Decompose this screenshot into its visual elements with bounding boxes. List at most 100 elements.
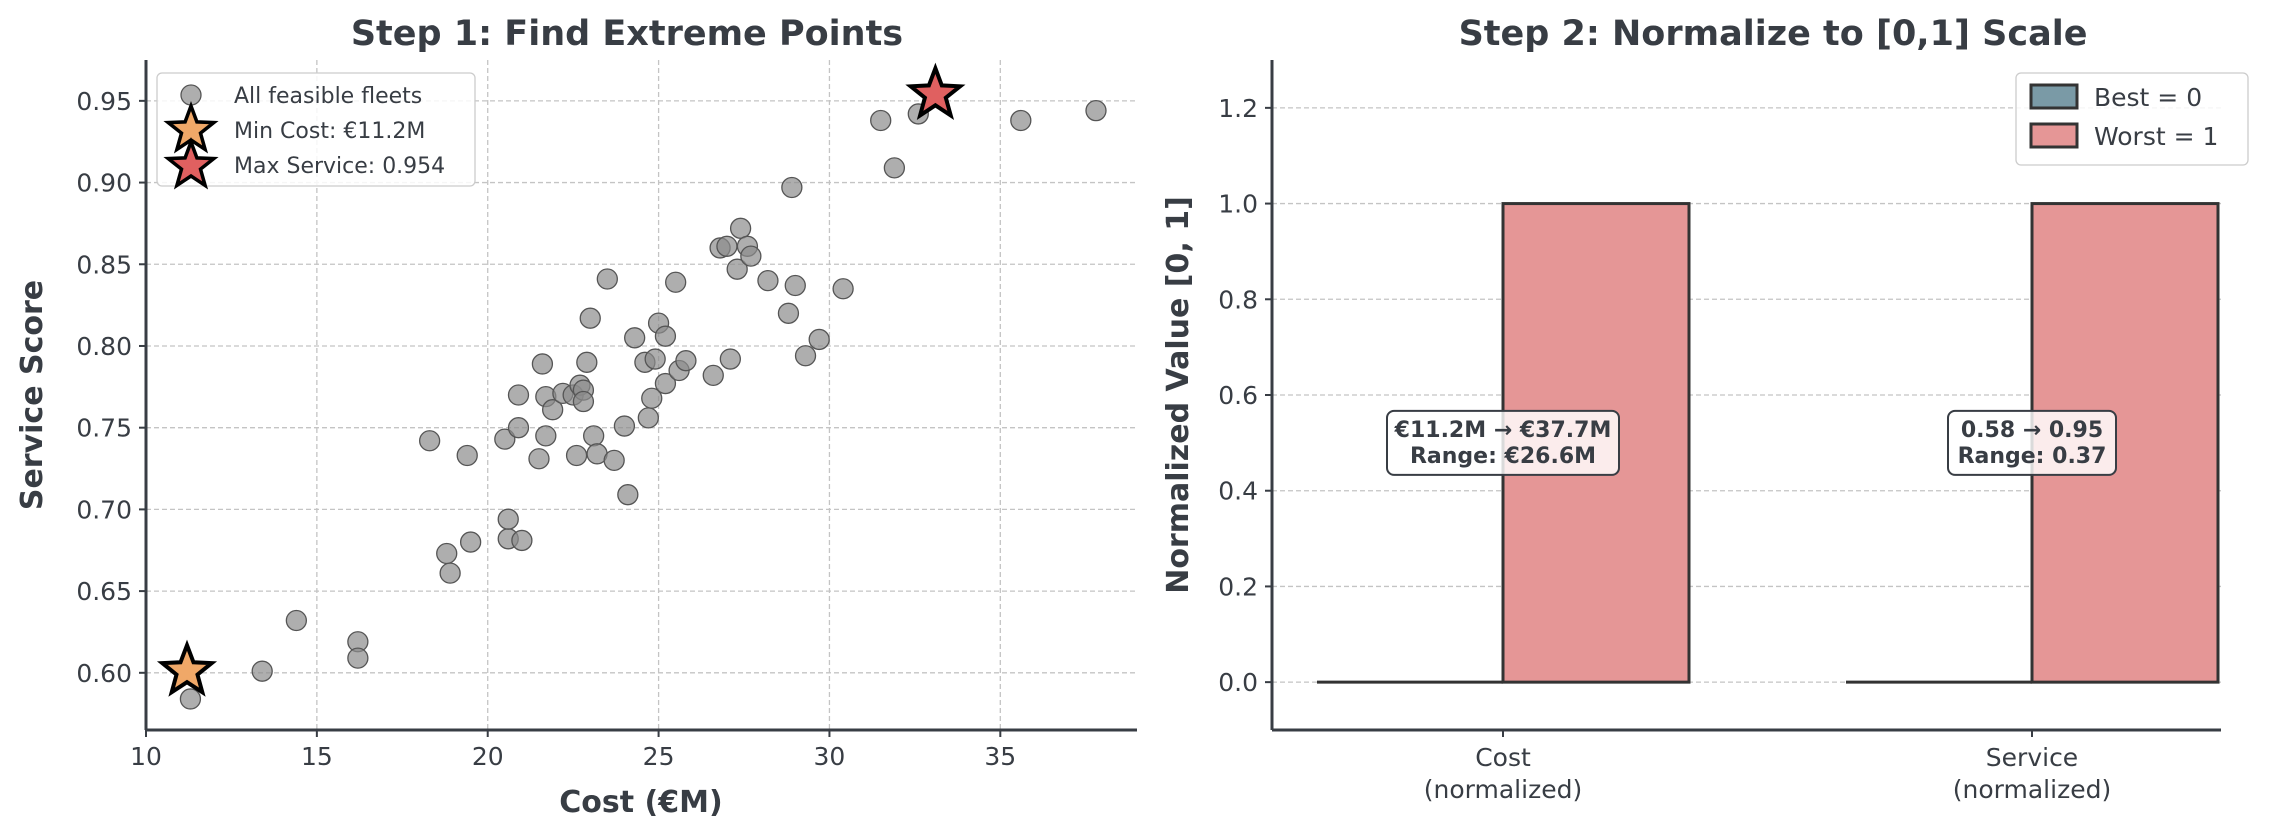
scatter-y-tick-label: 0.95 xyxy=(76,87,132,116)
scatter-point xyxy=(439,562,461,584)
legend-label-feasible: All feasible fleets xyxy=(234,84,422,109)
scatter-point xyxy=(565,444,588,467)
scatter-point xyxy=(675,350,697,372)
scatter-point xyxy=(729,217,752,239)
scatter-point xyxy=(542,399,564,421)
legend-label-best: Best = 0 xyxy=(2094,83,2202,112)
annotation-text: Range: 0.37 xyxy=(1958,444,2107,469)
bar-y-tick-label: 0.8 xyxy=(1218,285,1258,314)
scatter-y-tick-label: 0.80 xyxy=(76,332,132,361)
scatter-x-tick-label: 15 xyxy=(301,742,333,771)
scatter-point xyxy=(507,384,530,406)
scatter-x-tick-label: 10 xyxy=(130,742,162,771)
scatter-grid xyxy=(145,60,1137,730)
scatter-x-tick-label: 30 xyxy=(814,742,846,771)
bar-x-tick-label: Service (normalized) xyxy=(1953,743,2111,804)
scatter-point xyxy=(794,345,817,367)
bar-y-tick-label: 0.2 xyxy=(1218,572,1258,601)
scatter-point xyxy=(781,176,803,199)
annotation-text: 0.58 → 0.95 xyxy=(1961,418,2103,443)
scatter-y-label: Service Score xyxy=(15,280,50,510)
bar-x-tick-label: Cost (normalized) xyxy=(1424,743,1582,804)
bar-y-tick-label: 0.0 xyxy=(1218,668,1258,697)
scatter-point xyxy=(1010,109,1032,132)
scatter-points xyxy=(179,100,1107,710)
scatter-point xyxy=(528,448,550,470)
scatter-y-tick-label: 0.75 xyxy=(76,414,132,443)
scatter-point xyxy=(654,372,677,395)
scatter-x-tick-label: 25 xyxy=(643,742,675,771)
annotation-box xyxy=(1386,409,1620,476)
scatter-y-tick-label: 0.65 xyxy=(76,577,132,606)
scatter-x-tick-label: 35 xyxy=(984,742,1016,771)
scatter-point xyxy=(716,235,738,257)
scatter-point xyxy=(576,351,598,373)
scatter-point xyxy=(494,428,516,450)
scatter-point xyxy=(285,609,308,632)
scatter-point xyxy=(596,268,618,290)
min-cost-star-icon xyxy=(156,639,218,697)
legend-label-min-cost: Min Cost: €11.2M xyxy=(234,119,425,144)
legend-swatch-worst xyxy=(2029,122,2079,149)
annotation-box xyxy=(1947,409,2117,476)
scatter-point xyxy=(436,542,458,565)
scatter-point xyxy=(613,415,636,437)
legend-star-icon xyxy=(163,136,219,190)
bar-y-label: Normalized Value [0, 1] xyxy=(1161,196,1196,594)
scatter-point xyxy=(617,484,639,506)
bar-title: Step 2: Normalize to [0,1] Scale xyxy=(1459,14,2088,54)
bar-y-tick-label: 0.6 xyxy=(1218,381,1258,410)
scatter-point xyxy=(777,302,800,324)
legend-swatch-best xyxy=(2029,83,2079,110)
scatter-point xyxy=(456,444,478,467)
scatter-y-tick-label: 0.90 xyxy=(76,169,132,198)
scatter-point xyxy=(740,245,762,267)
bar-y-ticks: 0.0 0.2 0.4 0.6 0.8 1.0 1.2 xyxy=(1218,94,1272,697)
scatter-point xyxy=(459,531,482,553)
scatter-point xyxy=(1085,100,1107,122)
bar-y-tick-label: 1.0 xyxy=(1218,190,1258,219)
scatter-point xyxy=(665,271,687,293)
scatter-point xyxy=(624,327,646,349)
scatter-point xyxy=(579,307,601,329)
scatter-point xyxy=(347,647,369,669)
bar-chart: Step 2: Normalize to [0,1] Scale 0.0 0.2 0… xyxy=(1161,14,2249,804)
scatter-point xyxy=(719,348,741,370)
annotation-text: €11.2M → €37.7M xyxy=(1394,418,1612,443)
scatter-point xyxy=(784,274,806,297)
scatter-point xyxy=(531,353,554,375)
scatter-point xyxy=(641,387,663,409)
scatter-point xyxy=(583,425,605,447)
annotation-text: Range: €26.6M xyxy=(1410,444,1596,469)
scatter-point xyxy=(702,364,724,387)
scatter-x-tick-label: 20 xyxy=(472,742,504,771)
scatter-point xyxy=(883,157,906,179)
scatter-point xyxy=(418,430,441,452)
scatter-y-tick-label: 0.85 xyxy=(76,250,132,279)
bar-legend: Best = 0 Worst = 1 xyxy=(2015,72,2249,166)
scatter-point xyxy=(808,328,830,351)
scatter-point xyxy=(654,325,677,347)
scatter-point xyxy=(832,278,854,300)
legend-label-worst: Worst = 1 xyxy=(2094,122,2218,151)
scatter-point xyxy=(507,417,530,439)
scatter-point xyxy=(572,390,595,413)
scatter-y-ticks: 0.60 0.65 0.70 0.75 0.80 0.85 0.90 0.95 xyxy=(76,87,146,688)
scatter-point xyxy=(644,348,666,370)
scatter-legend: All feasible fleets Min Cost: €11.2M Max… xyxy=(156,72,476,190)
bar-grid xyxy=(1272,107,2221,683)
scatter-x-label: Cost (€M) xyxy=(559,785,722,820)
scatter-extreme-stars xyxy=(156,62,966,697)
scatter-point xyxy=(757,269,779,292)
scatter-point xyxy=(637,407,659,429)
scatter-point xyxy=(535,425,557,447)
bar-y-tick-label: 0.4 xyxy=(1218,477,1258,506)
scatter-y-tick-label: 0.70 xyxy=(76,495,132,524)
max-service-star-icon xyxy=(905,62,966,121)
scatter-y-tick-label: 0.60 xyxy=(76,659,132,688)
scatter-point xyxy=(603,449,625,472)
